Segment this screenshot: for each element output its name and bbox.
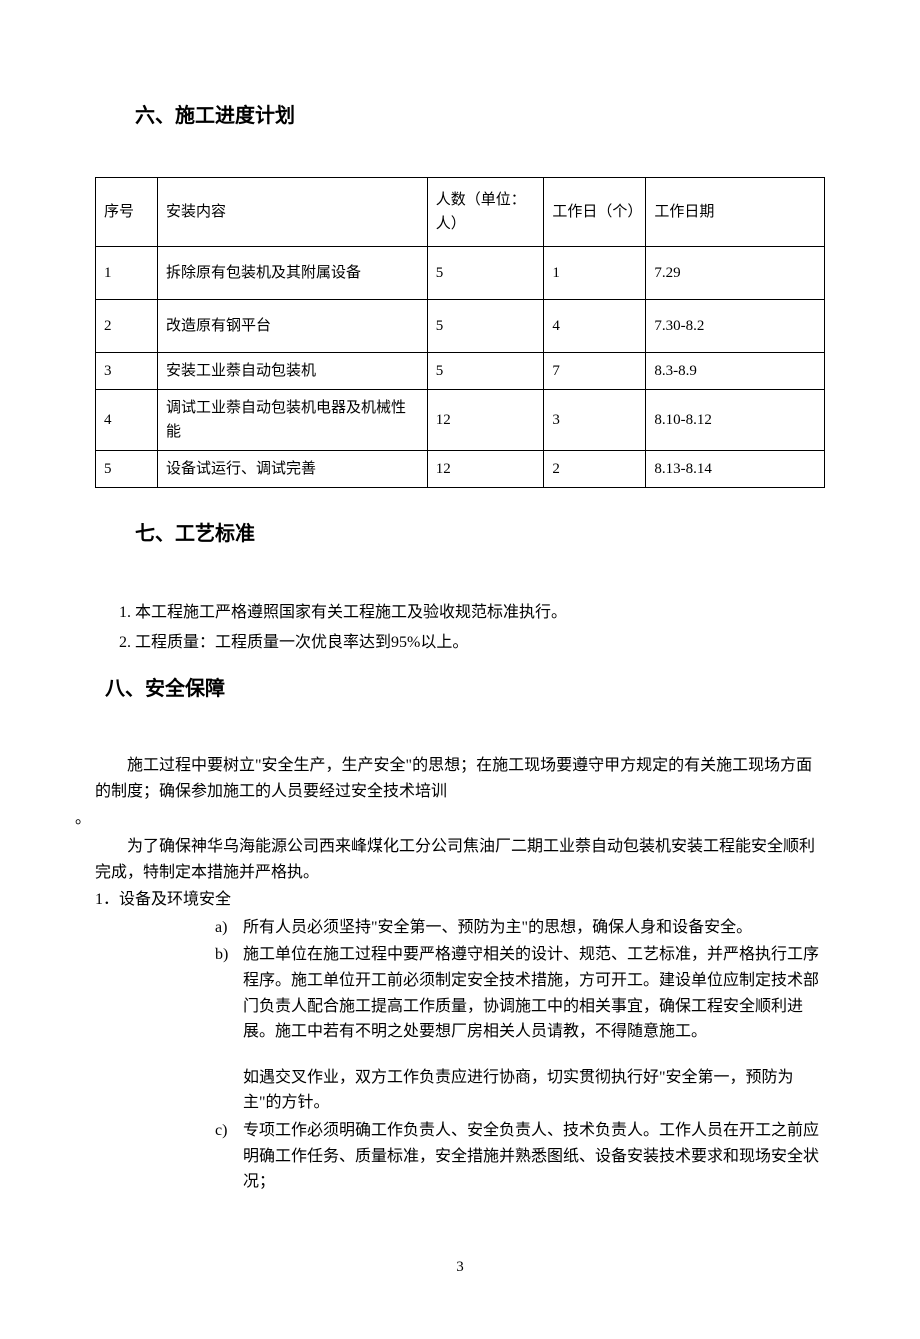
- cell-date: 8.3-8.9: [646, 353, 825, 390]
- cell-content: 安装工业萘自动包装机: [157, 353, 427, 390]
- table-row: 5 设备试运行、调试完善 12 2 8.13-8.14: [96, 451, 825, 488]
- section-7-list: 1. 本工程施工严格遵照国家有关工程施工及验收规范标准执行。 2. 工程质量：工…: [95, 600, 825, 655]
- sublist-item: b) 施工单位在施工过程中要严格遵守相关的设计、规范、工艺标准，并严格执行工序程…: [215, 942, 825, 1116]
- list-item: 1. 本工程施工严格遵照国家有关工程施工及验收规范标准执行。: [119, 600, 825, 626]
- table-row: 2 改造原有钢平台 5 4 7.30-8.2: [96, 300, 825, 353]
- section-6-title: 六、施工进度计划: [95, 100, 825, 132]
- section-8-para1: 施工过程中要树立"安全生产，生产安全"的思想；在施工现场要遵守甲方规定的有关施工…: [95, 753, 825, 804]
- cell-days: 1: [544, 247, 646, 300]
- schedule-table: 序号 安装内容 人数（单位：人） 工作日（个） 工作日期 1 拆除原有包装机及其…: [95, 177, 825, 488]
- cell-days: 2: [544, 451, 646, 488]
- cell-date: 8.10-8.12: [646, 390, 825, 451]
- cell-no: 4: [96, 390, 158, 451]
- section-8-item1-title: 1．设备及环境安全: [95, 887, 825, 913]
- item-extra: 如遇交叉作业，双方工作负责应进行协商，切实贯彻执行好"安全第一，预防为主"的方针…: [243, 1065, 825, 1116]
- header-days: 工作日（个）: [544, 178, 646, 247]
- item-marker: c): [215, 1118, 227, 1144]
- cell-date: 7.30-8.2: [646, 300, 825, 353]
- sublist-item: c) 专项工作必须明确工作负责人、安全负责人、技术负责人。工作人员在开工之前应明…: [215, 1118, 825, 1195]
- cell-content: 拆除原有包装机及其附属设备: [157, 247, 427, 300]
- cell-content: 改造原有钢平台: [157, 300, 427, 353]
- cell-content: 调试工业萘自动包装机电器及机械性能: [157, 390, 427, 451]
- page-number: 3: [95, 1255, 825, 1279]
- item-text: 施工单位在施工过程中要严格遵守相关的设计、规范、工艺标准，并严格执行工序程序。施…: [243, 946, 819, 1040]
- cell-no: 1: [96, 247, 158, 300]
- cell-people: 5: [427, 300, 544, 353]
- cell-date: 8.13-8.14: [646, 451, 825, 488]
- item-marker: b): [215, 942, 228, 968]
- cell-days: 3: [544, 390, 646, 451]
- cell-date: 7.29: [646, 247, 825, 300]
- cell-no: 2: [96, 300, 158, 353]
- cell-people: 5: [427, 353, 544, 390]
- section-7-title: 七、工艺标准: [95, 518, 825, 550]
- table-row: 1 拆除原有包装机及其附属设备 5 1 7.29: [96, 247, 825, 300]
- cell-days: 4: [544, 300, 646, 353]
- cell-people: 12: [427, 390, 544, 451]
- cell-no: 5: [96, 451, 158, 488]
- item-text: 所有人员必须坚持"安全第一、预防为主"的思想，确保人身和设备安全。: [243, 919, 752, 936]
- header-content: 安装内容: [157, 178, 427, 247]
- table-row: 3 安装工业萘自动包装机 5 7 8.3-8.9: [96, 353, 825, 390]
- sublist-item: a) 所有人员必须坚持"安全第一、预防为主"的思想，确保人身和设备安全。: [215, 915, 825, 941]
- section-8-title: 八、安全保障: [95, 673, 825, 705]
- cell-people: 12: [427, 451, 544, 488]
- cell-people: 5: [427, 247, 544, 300]
- section-8-para1-end: 。: [75, 806, 825, 832]
- table-header-row: 序号 安装内容 人数（单位：人） 工作日（个） 工作日期: [96, 178, 825, 247]
- cell-days: 7: [544, 353, 646, 390]
- section-8-sublist: a) 所有人员必须坚持"安全第一、预防为主"的思想，确保人身和设备安全。 b) …: [95, 915, 825, 1195]
- cell-no: 3: [96, 353, 158, 390]
- header-no: 序号: [96, 178, 158, 247]
- item-marker: a): [215, 915, 227, 941]
- section-8-para2: 为了确保神华乌海能源公司西来峰煤化工分公司焦油厂二期工业萘自动包装机安装工程能安…: [95, 834, 825, 885]
- table-row: 4 调试工业萘自动包装机电器及机械性能 12 3 8.10-8.12: [96, 390, 825, 451]
- list-item: 2. 工程质量：工程质量一次优良率达到95%以上。: [119, 630, 825, 656]
- header-people: 人数（单位：人）: [427, 178, 544, 247]
- header-date: 工作日期: [646, 178, 825, 247]
- item-text: 专项工作必须明确工作负责人、安全负责人、技术负责人。工作人员在开工之前应明确工作…: [243, 1122, 819, 1190]
- cell-content: 设备试运行、调试完善: [157, 451, 427, 488]
